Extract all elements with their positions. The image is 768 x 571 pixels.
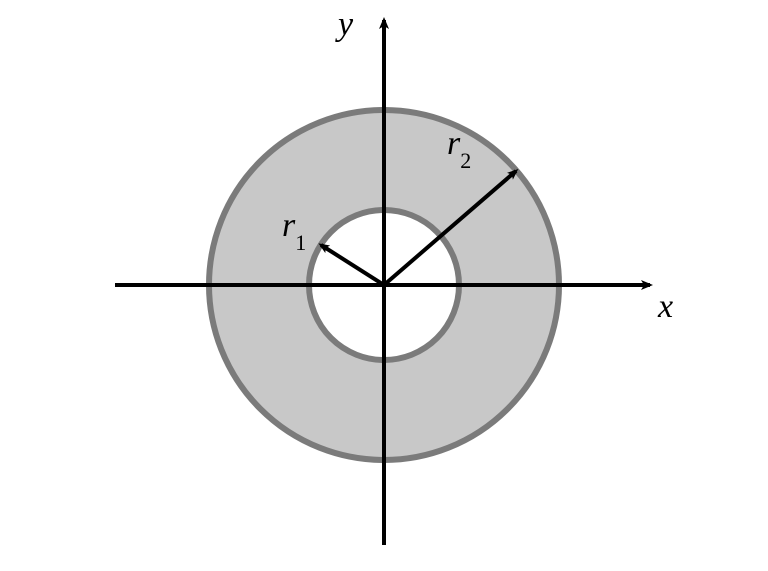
r2-label: r2: [447, 125, 471, 168]
diagram-svg: [0, 0, 768, 571]
r2-label-sub: 2: [460, 148, 471, 173]
r1-arrow: [321, 245, 384, 285]
r2-label-main: r: [447, 125, 460, 162]
y-axis-label: y: [338, 6, 353, 44]
r1-label-main: r: [282, 207, 295, 244]
r1-label-sub: 1: [295, 230, 306, 255]
x-axis-label: x: [658, 288, 673, 326]
r1-label: r1: [282, 207, 306, 250]
